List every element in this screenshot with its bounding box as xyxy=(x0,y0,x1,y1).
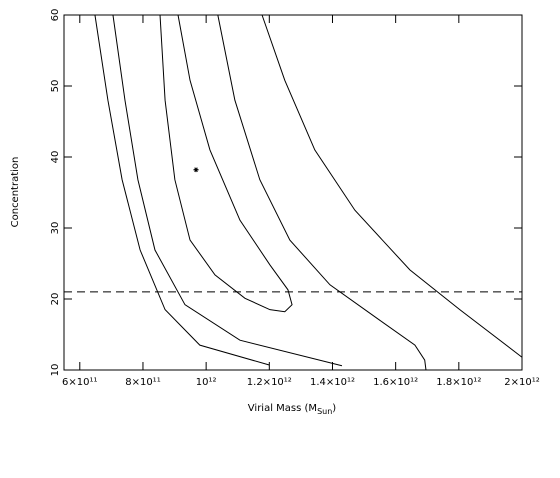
contour-line xyxy=(261,14,523,358)
y-tick-label: 20 xyxy=(50,293,61,306)
contour-line xyxy=(217,14,427,371)
x-axis-label: Virial Mass (MSun) xyxy=(248,403,336,416)
y-tick-label: 30 xyxy=(50,222,61,235)
x-label-part: Virial Mass (M xyxy=(248,403,317,414)
x-tick-label: 10¹² xyxy=(196,377,217,388)
plot-frame xyxy=(63,14,523,371)
best-fit-marker xyxy=(193,167,199,173)
y-tick-label: 60 xyxy=(50,9,61,22)
y-tick-label: 40 xyxy=(50,151,61,164)
y-tick-label: 10 xyxy=(50,364,61,377)
x-tick-label: 8×10¹¹ xyxy=(125,377,160,388)
x-tick-label: 1.6×10¹² xyxy=(373,377,418,388)
x-tick-label: 1.8×10¹² xyxy=(436,377,481,388)
x-label-part: ) xyxy=(332,403,336,414)
x-tick-label: 6×10¹¹ xyxy=(62,377,97,388)
x-tick-label: 2×10¹² xyxy=(504,377,539,388)
y-axis-label: Concentration xyxy=(10,157,21,228)
contour-line xyxy=(112,14,343,367)
contour-line xyxy=(94,14,270,366)
x-label-sub: Sun xyxy=(317,407,332,416)
contour-line xyxy=(159,14,293,313)
x-tick-label: 1.2×10¹² xyxy=(247,377,292,388)
y-tick-label: 50 xyxy=(50,80,61,93)
x-tick-label: 1.4×10¹² xyxy=(310,377,355,388)
